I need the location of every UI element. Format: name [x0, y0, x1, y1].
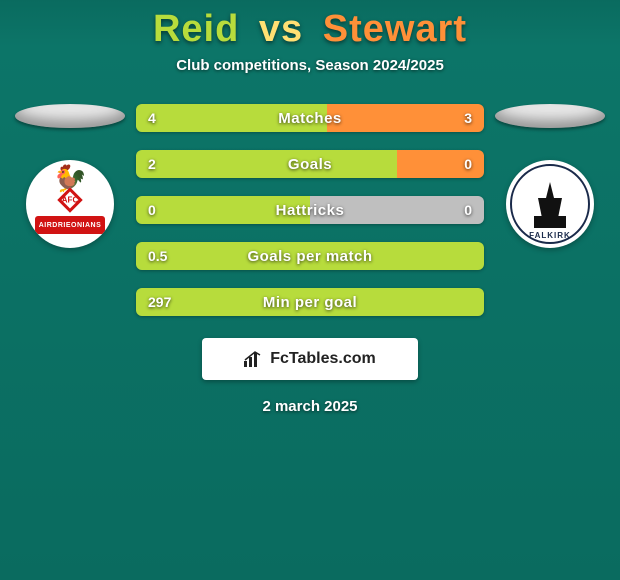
player1-name: Reid — [153, 8, 239, 50]
comparison-table: 🐓 AFC AIRDRIEONIANS Matches43Goals20Hatt… — [0, 104, 620, 316]
player2-silhouette — [495, 104, 605, 128]
stat-value-left: 4 — [148, 110, 156, 126]
stat-value-right: 0 — [464, 156, 472, 172]
stat-value-left: 2 — [148, 156, 156, 172]
stat-label: Min per goal — [136, 294, 484, 311]
stat-value-left: 297 — [148, 294, 171, 310]
team2-crest: FALKIRK — [506, 160, 594, 248]
player2-name: Stewart — [323, 8, 467, 50]
subtitle: Club competitions, Season 2024/2025 — [0, 57, 620, 74]
stat-label: Goals — [136, 156, 484, 173]
attribution-text: FcTables.com — [270, 350, 376, 368]
player1-team-badge: 🐓 AFC AIRDRIEONIANS — [26, 160, 114, 248]
stat-value-right: 3 — [464, 110, 472, 126]
right-player-column: FALKIRK — [490, 104, 610, 248]
vs-separator: vs — [259, 8, 303, 50]
stat-label: Hattricks — [136, 202, 484, 219]
comparison-title: Reid vs Stewart — [0, 0, 620, 51]
team1-ribbon: AIRDRIEONIANS — [35, 216, 105, 234]
comparison-date: 2 march 2025 — [0, 398, 620, 415]
team2-name: FALKIRK — [506, 231, 594, 240]
stat-row: Goals per match0.5 — [136, 242, 484, 270]
player1-silhouette — [15, 104, 125, 128]
stats-bars: Matches43Goals20Hattricks00Goals per mat… — [130, 104, 490, 316]
stat-row: Hattricks0 0 — [136, 196, 484, 224]
stat-row: Goals2 0 — [136, 150, 484, 178]
stat-label: Goals per match — [136, 248, 484, 265]
stat-value-right: 0 — [464, 202, 472, 218]
player2-team-badge: FALKIRK — [506, 160, 594, 248]
stat-value-left: 0.5 — [148, 248, 167, 264]
bar-chart-icon — [244, 351, 264, 367]
team1-crest: 🐓 AFC AIRDRIEONIANS — [26, 160, 114, 248]
team1-abbrev: AFC — [62, 196, 78, 205]
stat-value-left: 0 — [148, 202, 156, 218]
left-player-column: 🐓 AFC AIRDRIEONIANS — [10, 104, 130, 248]
stat-row: Min per goal297 — [136, 288, 484, 316]
stat-row: Matches4 3 — [136, 104, 484, 132]
attribution-badge: FcTables.com — [202, 338, 418, 380]
stat-label: Matches — [136, 110, 484, 127]
